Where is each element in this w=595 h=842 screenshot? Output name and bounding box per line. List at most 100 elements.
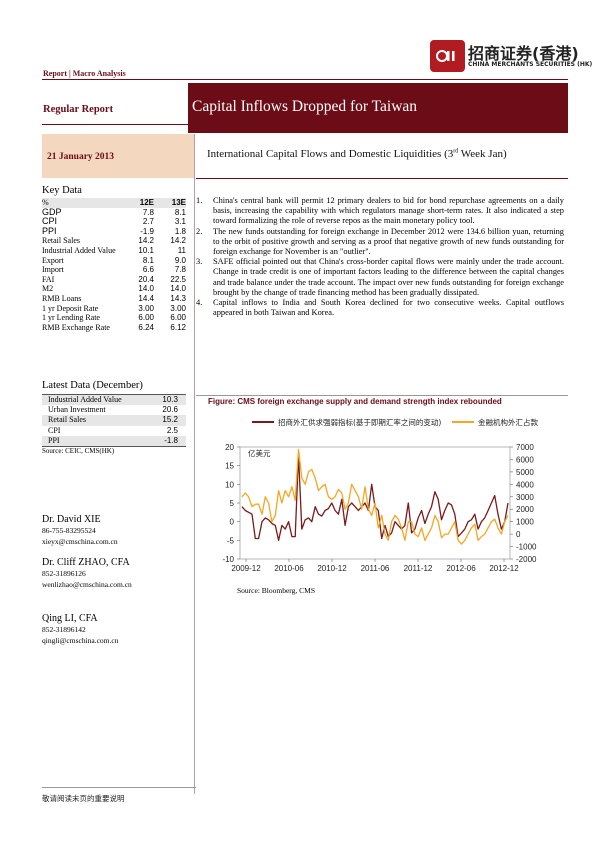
key-data-row: M2 14.0 14.0 <box>42 284 186 294</box>
key-data-row: FAI 20.4 22.5 <box>42 275 186 285</box>
latest-data-row: Industrial Added Value 10.3 <box>42 394 186 406</box>
analyst-email: qingli@cmschina.com.cn <box>42 636 119 645</box>
report-date: 21 January 2013 <box>47 152 115 162</box>
key-data-label: 1 yr Lending Rate <box>42 313 100 323</box>
key-data-value-13e: 1.8 <box>174 226 186 236</box>
regular-report-divider <box>42 124 192 125</box>
key-data-value-12e: 6.00 <box>138 313 154 323</box>
key-points-list: 1. China's central bank will permit 12 pr… <box>196 196 564 318</box>
footer-divider <box>42 787 196 788</box>
series-line-2 <box>241 448 509 545</box>
latest-data-value: 10.3 <box>153 394 186 406</box>
key-data-value-12e: 3.00 <box>138 303 154 313</box>
key-data-value-13e: 14.3 <box>170 293 186 303</box>
x-tick-label: 2012-12 <box>489 564 519 573</box>
analyst-name: Qing LI, CFA <box>42 613 98 624</box>
key-data-value-13e: 11 <box>177 245 186 255</box>
key-point: 1. China's central bank will permit 12 pr… <box>196 196 564 227</box>
company-name-en: CHINA MERCHANTS SECURITIES (HK) <box>468 61 593 68</box>
x-tick-label: 2010-12 <box>317 564 347 573</box>
key-data-label: Export <box>42 255 64 265</box>
sidebar-border <box>194 134 195 794</box>
key-data-value-12e: 14.2 <box>138 236 154 246</box>
key-data-value-12e: 6.6 <box>142 265 154 275</box>
title-banner <box>188 83 568 133</box>
report-subtitle: International Capital Flows and Domestic… <box>207 148 507 160</box>
y-right-tick-label: 4000 <box>516 480 534 489</box>
latest-data-label: CPI <box>48 425 61 435</box>
key-data-value-12e: 14.4 <box>138 293 154 303</box>
key-point-text: The new funds outstanding for foreign ex… <box>213 226 564 257</box>
latest-data-row: Retail Sales 15.2 <box>42 415 186 426</box>
key-data-row: 1 yr Lending Rate 6.00 6.00 <box>42 313 186 323</box>
key-data-value-13e: 9.0 <box>174 255 186 265</box>
key-data-label: Retail Sales <box>42 236 80 246</box>
subtitle-divider <box>196 178 568 179</box>
key-data-row: Industrial Added Value 10.1 11 <box>42 246 186 256</box>
key-data-value-13e: 14.0 <box>170 284 186 294</box>
company-logo-mark <box>430 40 465 72</box>
line-chart: 20 15 10 5 0 -5 -10 7000 6000 5000 4000 3000 2000 100… <box>222 417 538 573</box>
analyst-phone: 852-31896126 <box>42 569 86 578</box>
logo-icon <box>435 50 454 62</box>
x-tick-label: 2009-12 <box>231 564 261 573</box>
key-point-number: 2. <box>196 226 203 236</box>
key-data-value-13e: 6.00 <box>170 313 186 323</box>
latest-data-label: Urban Investment <box>48 405 106 415</box>
latest-data-label: PPI <box>42 435 154 447</box>
analyst-phone: 852-31896142 <box>42 625 86 634</box>
y-left-tick-label: -5 <box>227 536 235 545</box>
date-box <box>42 134 194 178</box>
latest-data-row: PPI -1.8 <box>42 435 186 447</box>
analyst-email: xieyx@cmschina.com.cn <box>42 537 118 546</box>
latest-data-value: 15.2 <box>153 415 186 426</box>
header-divider <box>42 79 568 80</box>
y-left-tick-label: 20 <box>225 443 234 452</box>
key-data-value-13e: 7.8 <box>174 265 186 275</box>
key-point: 2. The new funds outstanding for foreign … <box>196 227 564 258</box>
legend-label-1: 招商外汇供求强弱指标(基于即期汇率之间的变动) <box>278 417 441 427</box>
key-data-label: GDP <box>42 206 62 217</box>
key-data-row: 1 yr Deposit Rate 3.00 3.00 <box>42 304 186 314</box>
latest-data-value: -1.8 <box>153 435 186 447</box>
y-right-tick-label: 6000 <box>516 455 534 464</box>
latest-data-value: 2.5 <box>166 425 178 435</box>
key-data-col-12e: 12E <box>122 198 154 208</box>
x-tick-label: 2010-06 <box>274 564 304 573</box>
key-data-title: Key Data <box>42 185 82 196</box>
figure-source: Source: Bloomberg, CMS <box>237 586 315 595</box>
key-data-value-13e: 8.1 <box>174 207 186 217</box>
key-data-header-row: % 12E 13E <box>42 198 186 208</box>
analyst-block-2: Dr. Cliff ZHAO, CFA 852-31896126 wenlizh… <box>42 557 132 590</box>
key-data-value-12e: 14.0 <box>138 284 154 294</box>
key-data-label: M2 <box>42 284 54 294</box>
key-data-value-12e: 10.1 <box>138 245 154 255</box>
key-data-value-12e: 20.4 <box>138 274 154 284</box>
y-left-tick-label: 15 <box>225 462 234 471</box>
company-name-cn: 招商证券(香港) <box>468 44 579 63</box>
key-data-value-13e: 6.12 <box>170 322 186 332</box>
key-data-label: RMB Exchange Rate <box>42 322 110 332</box>
key-point: 4. Capital inflows to India and South Kor… <box>196 298 564 318</box>
latest-data-label: Industrial Added Value <box>42 394 154 406</box>
key-data-value-13e: 22.5 <box>170 274 186 284</box>
y-right-tick-label: -2000 <box>516 555 537 564</box>
key-data-label: RMB Loans <box>42 293 82 303</box>
y-right-tick-label: 3000 <box>516 493 534 502</box>
x-tick-label: 2011-06 <box>361 564 390 573</box>
key-data-label: Import <box>42 265 64 275</box>
key-data-col-13e: 13E <box>154 198 186 208</box>
key-data-value-13e: 14.2 <box>170 236 186 246</box>
x-tick-label: 2012-06 <box>446 564 476 573</box>
latest-data-row: CPI 2.5 <box>42 426 186 436</box>
key-data-row: Import 6.6 7.8 <box>42 265 186 275</box>
key-data-row: CPI 2.7 3.1 <box>42 217 186 227</box>
legend-label-2: 金融机构外汇占款 <box>478 417 538 427</box>
key-data-row: Export 8.1 9.0 <box>42 256 186 266</box>
y-left-tick-label: 5 <box>230 499 235 508</box>
key-data-table: % 12E 13E GDP 7.8 8.1 CPI 2.7 3.1 PPI -1.9 1.8 Re… <box>42 198 186 332</box>
y-left-tick-label: 0 <box>230 518 235 527</box>
key-data-value-12e: 8.1 <box>142 255 154 265</box>
y-right-tick-label: -1000 <box>516 543 537 552</box>
key-data-col-label: % <box>42 198 122 208</box>
